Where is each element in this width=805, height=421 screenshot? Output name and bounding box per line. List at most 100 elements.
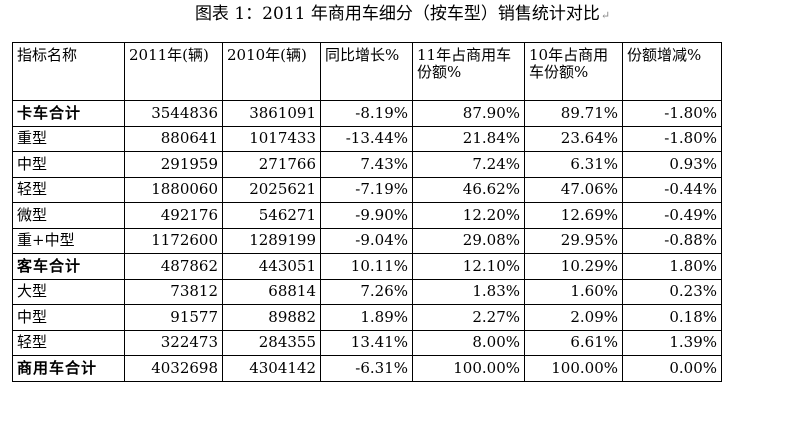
table-cell: 29.95% — [524, 227, 623, 254]
table-cell: 10.11% — [320, 253, 413, 280]
table-cell: -9.90% — [320, 202, 413, 229]
table-cell: 1.60% — [524, 278, 623, 305]
row-label: 轻型 — [12, 176, 125, 203]
table-caption: 图表 1：2011 年商用车细分（按车型）销售统计对比↵ — [0, 3, 805, 27]
table-cell: 10.29% — [524, 253, 623, 280]
column-header: 指标名称 — [12, 42, 125, 101]
table-cell: -0.88% — [622, 227, 722, 254]
table-cell: 68814 — [222, 278, 321, 305]
row-label: 商用车合计 — [12, 355, 125, 382]
row-label: 大型 — [12, 278, 125, 305]
table-cell: 87.90% — [412, 100, 525, 127]
row-label: 轻型 — [12, 329, 125, 356]
table-cell: -7.19% — [320, 176, 413, 203]
table-cell: 12.20% — [412, 202, 525, 229]
table-cell: 322473 — [124, 329, 223, 356]
table-body: 卡车合计 3544836 3861091 -8.19% 87.90% 89.71% -1.8… — [12, 100, 722, 382]
table-cell: -1.80% — [622, 100, 722, 127]
table-row: 轻型 1880060 2025621 -7.19% 46.62% 47.06% -0.44% — [12, 176, 722, 203]
table-cell: 2.09% — [524, 304, 623, 331]
table-cell: 2.27% — [412, 304, 525, 331]
table-cell: 12.10% — [412, 253, 525, 280]
column-header: 份额增减% — [622, 42, 722, 101]
column-header: 2010年(辆) — [222, 42, 321, 101]
table-cell: 1.80% — [622, 253, 722, 280]
table-cell: -9.04% — [320, 227, 413, 254]
table-cell: 1172600 — [124, 227, 223, 254]
table-cell: 100.00% — [412, 355, 525, 382]
table-cell: 89882 — [222, 304, 321, 331]
row-label: 重型 — [12, 125, 125, 152]
column-header: 2011年(辆) — [124, 42, 223, 101]
table-cell: -13.44% — [320, 125, 413, 152]
row-label: 重+中型 — [12, 227, 125, 254]
table-cell: 3544836 — [124, 100, 223, 127]
table-cell: 8.00% — [412, 329, 525, 356]
table-row: 中型 91577 89882 1.89% 2.27% 2.09% 0.18% — [12, 304, 722, 331]
table-cell: 7.24% — [412, 151, 525, 178]
table-cell: 7.43% — [320, 151, 413, 178]
table-cell: 487862 — [124, 253, 223, 280]
row-label: 客车合计 — [12, 253, 125, 280]
table-cell: -6.31% — [320, 355, 413, 382]
table-cell: 4304142 — [222, 355, 321, 382]
table-cell: -1.80% — [622, 125, 722, 152]
table-header: 指标名称 2011年(辆) 2010年(辆) 同比增长% 11年占商用车份额% 10年占商… — [12, 42, 722, 101]
table-cell: 7.26% — [320, 278, 413, 305]
table-cell: 1.39% — [622, 329, 722, 356]
table-cell: 3861091 — [222, 100, 321, 127]
table-row-total: 商用车合计 4032698 4304142 -6.31% 100.00% 100.00% 0… — [12, 355, 722, 382]
table-row: 大型 73812 68814 7.26% 1.83% 1.60% 0.23% — [12, 278, 722, 305]
row-label: 微型 — [12, 202, 125, 229]
sales-statistics-table: 指标名称 2011年(辆) 2010年(辆) 同比增长% 11年占商用车份额% 10年占商… — [12, 42, 722, 382]
table-cell: 6.61% — [524, 329, 623, 356]
table-cell: 880641 — [124, 125, 223, 152]
header-row: 指标名称 2011年(辆) 2010年(辆) 同比增长% 11年占商用车份额% 10年占商… — [12, 42, 722, 101]
table-cell: 0.18% — [622, 304, 722, 331]
table-cell: 29.08% — [412, 227, 525, 254]
table-row: 微型 492176 546271 -9.90% 12.20% 12.69% -0.49% — [12, 202, 722, 229]
table-row: 轻型 322473 284355 13.41% 8.00% 6.61% 1.39% — [12, 329, 722, 356]
table-cell: 89.71% — [524, 100, 623, 127]
table-cell: 1.83% — [412, 278, 525, 305]
table-cell: 492176 — [124, 202, 223, 229]
table-cell: 0.00% — [622, 355, 722, 382]
column-header: 11年占商用车份额% — [412, 42, 525, 101]
table-cell: 1.89% — [320, 304, 413, 331]
table-cell: 46.62% — [412, 176, 525, 203]
table-cell: 1289199 — [222, 227, 321, 254]
table-cell: 284355 — [222, 329, 321, 356]
table-cell: 0.93% — [622, 151, 722, 178]
table-cell: 23.64% — [524, 125, 623, 152]
table-cell: 1880060 — [124, 176, 223, 203]
column-header: 同比增长% — [320, 42, 413, 101]
table-cell: 291959 — [124, 151, 223, 178]
table-row: 中型 291959 271766 7.43% 7.24% 6.31% 0.93% — [12, 151, 722, 178]
caption-text: 图表 1：2011 年商用车细分（按车型）销售统计对比 — [194, 4, 600, 24]
table-row-total: 卡车合计 3544836 3861091 -8.19% 87.90% 89.71% -1.8… — [12, 100, 722, 127]
table-cell: 0.23% — [622, 278, 722, 305]
table-row: 重型 880641 1017433 -13.44% 21.84% 23.64% -1.80% — [12, 125, 722, 152]
column-header: 10年占商用车份额% — [524, 42, 623, 101]
table-cell: 4032698 — [124, 355, 223, 382]
table-cell: 2025621 — [222, 176, 321, 203]
table-cell: 47.06% — [524, 176, 623, 203]
table-cell: 73812 — [124, 278, 223, 305]
row-label: 中型 — [12, 151, 125, 178]
table-cell: 100.00% — [524, 355, 623, 382]
table-cell: 6.31% — [524, 151, 623, 178]
table-row: 重+中型 1172600 1289199 -9.04% 29.08% 29.95% -0.8… — [12, 227, 722, 254]
row-label: 中型 — [12, 304, 125, 331]
row-label: 卡车合计 — [12, 100, 125, 127]
table-cell: 1017433 — [222, 125, 321, 152]
table-row-total: 客车合计 487862 443051 10.11% 12.10% 10.29% 1.80% — [12, 253, 722, 280]
table-cell: 12.69% — [524, 202, 623, 229]
table-cell: 271766 — [222, 151, 321, 178]
paragraph-mark-icon: ↵ — [600, 9, 611, 22]
table-cell: 13.41% — [320, 329, 413, 356]
table-cell: 21.84% — [412, 125, 525, 152]
table-cell: 546271 — [222, 202, 321, 229]
table-cell: -8.19% — [320, 100, 413, 127]
table-cell: -0.44% — [622, 176, 722, 203]
table-cell: 443051 — [222, 253, 321, 280]
